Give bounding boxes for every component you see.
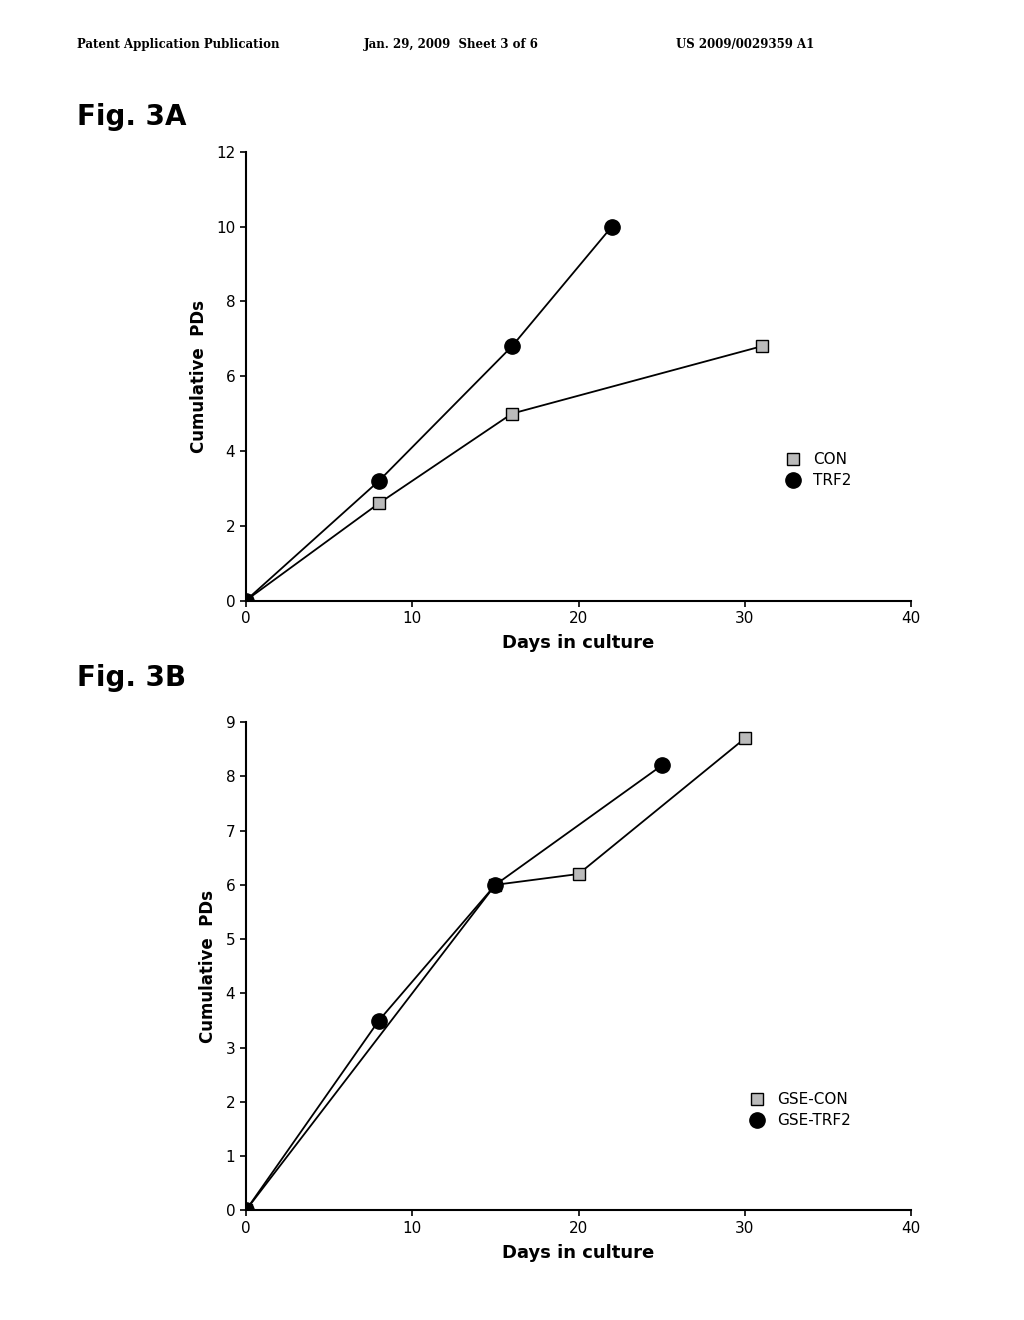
Y-axis label: Cumulative  PDs: Cumulative PDs: [189, 300, 208, 453]
Text: US 2009/0029359 A1: US 2009/0029359 A1: [676, 37, 814, 50]
Text: Fig. 3B: Fig. 3B: [77, 664, 186, 693]
Text: Jan. 29, 2009  Sheet 3 of 6: Jan. 29, 2009 Sheet 3 of 6: [364, 37, 539, 50]
Text: Fig. 3A: Fig. 3A: [77, 103, 186, 132]
Legend: CON, TRF2: CON, TRF2: [771, 446, 857, 494]
X-axis label: Days in culture: Days in culture: [503, 1245, 654, 1262]
Legend: GSE-CON, GSE-TRF2: GSE-CON, GSE-TRF2: [736, 1086, 857, 1134]
X-axis label: Days in culture: Days in culture: [503, 635, 654, 652]
Y-axis label: Cumulative  PDs: Cumulative PDs: [200, 890, 217, 1043]
Text: Patent Application Publication: Patent Application Publication: [77, 37, 280, 50]
